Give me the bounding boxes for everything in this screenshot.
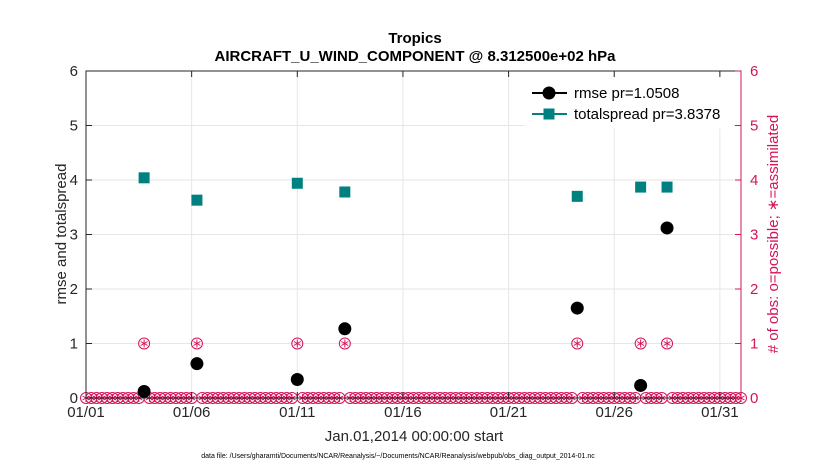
obs-count-point: [291, 337, 304, 350]
obs-possible-marker: [190, 337, 203, 350]
y-tick-label-right: 3: [750, 227, 758, 244]
obs-count-point: [571, 337, 584, 350]
totalspread-point: [661, 181, 673, 193]
data-series: [137, 172, 674, 398]
obs-count-point: [190, 337, 203, 350]
y-tick-label: 6: [70, 63, 78, 80]
obs-possible-marker: [571, 337, 584, 350]
rmse-point: [190, 357, 204, 371]
obs-count-point: [634, 337, 647, 350]
obs-assimilated-marker: [573, 341, 581, 346]
obs-count-point: [138, 337, 151, 350]
y-tick-label: 2: [70, 281, 78, 298]
legend-label-rmse: rmse pr=1.0508: [574, 85, 679, 102]
x-tick-label: 01/06: [173, 404, 211, 421]
legend-marker-totalspread: [543, 108, 555, 120]
obs-assimilated-marker: [663, 341, 671, 346]
obs-assimilated-marker: [293, 341, 302, 346]
x-tick-label: 01/16: [384, 404, 422, 421]
totalspread-point: [138, 172, 150, 184]
y-tick-label-right: 0: [750, 390, 758, 407]
axis-ticks: 01/01 01/06 01/11 01/16 01/21 01/26 01/31 0 1 2 3 4…: [67, 63, 758, 421]
obs-assimilated-marker: [636, 341, 645, 346]
rmse-point: [137, 384, 151, 398]
y-tick-label-right: 2: [750, 281, 758, 298]
legend-box: [524, 77, 734, 129]
y-tick-label-right: 6: [750, 63, 758, 80]
y-tick-label-right: 4: [750, 172, 758, 189]
y-tick-label: 0: [70, 390, 78, 407]
obs-count-point: [338, 337, 351, 350]
obs-count-point: [661, 337, 674, 350]
y-tick-label: 4: [70, 172, 78, 189]
rmse-point: [338, 322, 352, 336]
obs-assimilated-marker: [193, 341, 201, 346]
legend-label-totalspread: totalspread pr=3.8378: [574, 106, 720, 123]
totalspread-point: [191, 194, 203, 206]
legend-marker-rmse: [542, 86, 556, 100]
rmse-point: [290, 372, 304, 386]
chart-subtitle: AIRCRAFT_U_WIND_COMPONENT @ 8.312500e+02…: [215, 48, 617, 65]
totalspread-point: [339, 186, 351, 198]
x-tick-label: 01/11: [279, 404, 315, 421]
obs-assimilated-marker: [341, 341, 349, 346]
x-tick-label: 01/26: [595, 404, 633, 421]
x-tick-label: 01/01: [67, 404, 105, 421]
rmse-point: [660, 221, 674, 235]
x-axis-label: Jan.01,2014 00:00:00 start: [325, 428, 504, 445]
totalspread-point: [571, 190, 583, 202]
y-tick-label: 1: [70, 336, 78, 353]
y-axis-label: rmse and totalspread: [53, 164, 70, 305]
chart-title: Tropics: [388, 30, 441, 47]
y-tick-label-right: 1: [750, 336, 758, 353]
y-tick-label-right: 5: [750, 118, 758, 135]
y-tick-label: 5: [70, 118, 78, 135]
obs-series: [80, 337, 747, 404]
obs-possible-marker: [338, 337, 351, 350]
legend: rmse pr=1.0508 totalspread pr=3.8378: [524, 77, 734, 129]
obs-possible-marker: [138, 337, 151, 350]
y-tick-label: 3: [70, 227, 78, 244]
x-tick-label: 01/21: [490, 404, 528, 421]
totalspread-point: [291, 177, 303, 189]
obs-possible-marker: [661, 337, 674, 350]
rmse-point: [570, 301, 584, 315]
y-axis-label-right: # of obs: o=possible; ∗=assimilated: [765, 115, 782, 354]
obs-possible-marker: [634, 337, 647, 350]
totalspread-point: [635, 181, 647, 193]
data-file-footnote: data file: /Users/gharamti/Documents/NCA…: [201, 453, 595, 460]
rmse-point: [634, 378, 648, 392]
obs-possible-marker: [291, 337, 304, 350]
obs-assimilated-marker: [140, 341, 148, 346]
x-tick-label: 01/31: [701, 404, 739, 421]
